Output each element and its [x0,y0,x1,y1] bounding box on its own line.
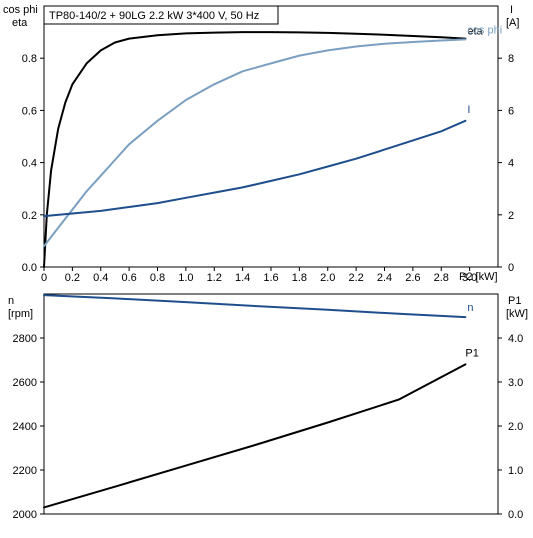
bottom-right-axis-label-1: P1 [508,295,521,307]
x-tick-label-12: 2.4 [377,272,392,284]
top-right-axis-label-1: I [510,4,513,16]
right-tick-label-1-4: 4.0 [508,333,523,345]
x-tick-label-13: 2.6 [405,272,420,284]
x-tick-label-6: 1.2 [207,272,222,284]
left-tick-label-0-3: 0.6 [22,105,37,117]
x-tick-label-5: 1.0 [178,272,193,284]
chart-title: TP80-140/2 + 90LG 2.2 kW 3*400 V, 50 Hz [49,10,259,22]
series-label-cos-phi: cos phi [467,24,502,36]
right-tick-label-1-2: 2.0 [508,421,523,433]
x-tick-label-0: 0 [41,272,47,284]
left-tick-label-1-1: 2200 [13,465,37,477]
left-tick-label-0-2: 0.4 [22,158,37,170]
bottom-right-axis-label-2: [kW] [506,308,528,320]
series-label-p1: P1 [465,347,478,359]
right-tick-label-0-0: 0 [508,262,514,274]
bottom-plot-frame [43,293,499,515]
right-tick-label-0-4: 8 [508,53,514,65]
series-line-cos-phi [43,38,467,248]
right-tick-label-1-3: 3.0 [508,377,523,389]
x-tick-label-10: 2.0 [320,272,335,284]
top-left-axis-label-2: eta [12,17,28,29]
x-tick-label-11: 2.2 [348,272,363,284]
left-tick-label-1-3: 2600 [13,377,37,389]
series-line-n [43,294,467,319]
left-tick-label-0-1: 0.2 [22,210,37,222]
bottom-left-axis-label-2: [rpm] [8,308,33,320]
series-label-n: n [467,302,473,314]
top-left-axis-label-1: cos phi [3,4,38,16]
x-tick-label-4: 0.8 [150,272,165,284]
x-tick-label-3: 0.6 [121,272,136,284]
chart-marks: 0.0 0.2 0.4 0.6 0.8 0 2 4 6 8 0 0.2 0.4 0.6 0.8 1.0 1.2 1… [13,24,524,521]
x-tick-label-7: 1.4 [235,272,250,284]
series-label-eta: eta [467,26,483,38]
x-tick-label-1: 0.2 [65,272,80,284]
x-tick-label-15: 3.0 [462,272,477,284]
left-tick-label-1-0: 2000 [13,509,37,521]
left-tick-label-0-4: 0.8 [22,53,37,65]
bottom-left-axis-label-1: n [8,295,14,307]
right-tick-label-0-1: 2 [508,210,514,222]
right-tick-label-1-1: 1.0 [508,465,523,477]
series-line-eta [43,31,467,268]
left-tick-label-0-0: 0.0 [22,262,37,274]
right-tick-label-1-0: 0.0 [508,509,523,521]
series-label-i: I [467,104,470,116]
left-tick-label-1-4: 2800 [13,333,37,345]
left-tick-label-1-2: 2400 [13,421,37,433]
x-tick-label-14: 2.8 [434,272,449,284]
x-tick-label-9: 1.8 [292,272,307,284]
series-line-i [43,119,467,218]
top-right-axis-label-2: [A] [506,17,519,29]
x-tick-label-2: 0.4 [93,272,108,284]
x-axis-label: P2 [kW] [459,271,498,283]
right-tick-label-0-2: 4 [508,158,514,170]
title-box [43,5,279,25]
x-tick-label-8: 1.6 [263,272,278,284]
series-line-p1 [43,363,467,509]
right-tick-label-0-3: 6 [508,105,514,117]
